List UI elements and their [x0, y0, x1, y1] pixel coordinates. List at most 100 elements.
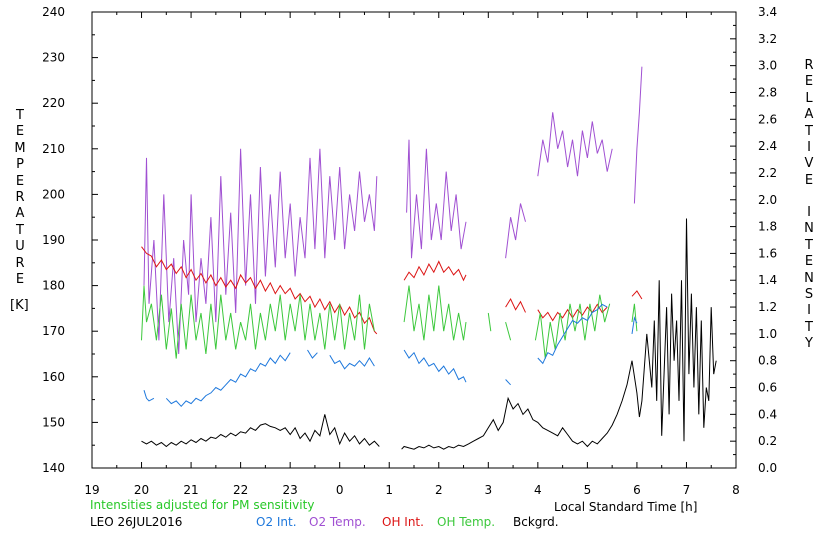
series-o2-int-segment-0 [143, 390, 155, 402]
left-tick-label-240: 240 [42, 5, 65, 19]
legend-oh-int: OH Int. [382, 515, 424, 529]
series-o2-temp-segment-0 [143, 148, 378, 355]
right-tick-label-1.2: 1.2 [758, 300, 777, 314]
legend-o2-int: O2 Int. [256, 515, 297, 529]
right-tick-label-2.4: 2.4 [758, 139, 777, 153]
note-text: Intensities adjusted for PM sensitivity [90, 498, 315, 512]
right-tick-label-3.4: 3.4 [758, 5, 777, 19]
right-tick-label-0.2: 0.2 [758, 434, 777, 448]
legend-o2-temp: O2 Temp. [309, 515, 366, 529]
series-bckgrd-segment-0 [141, 414, 380, 448]
left-tick-label-200: 200 [42, 187, 65, 201]
series-oh-int-segment-4 [631, 290, 643, 300]
series-o2-int-segment-1 [165, 352, 291, 408]
x-tick-label-0: 0 [336, 483, 344, 497]
right-tick-label-0.0: 0.0 [758, 461, 777, 475]
left-tick-label-160: 160 [42, 370, 65, 384]
x-tick-label-1: 1 [385, 483, 393, 497]
series-o2-int-segment-3 [329, 355, 375, 370]
x-tick-label-6: 6 [633, 483, 641, 497]
right-tick-label-2.8: 2.8 [758, 85, 777, 99]
x-tick-label-22: 22 [233, 483, 248, 497]
right-axis-label-word1-letter: I [807, 140, 811, 156]
series-o2-int-segment-2 [307, 349, 318, 359]
right-tick-label-2.2: 2.2 [758, 166, 777, 180]
legend-bckgrd: Bckgrd. [513, 515, 559, 529]
x-tick-label-7: 7 [683, 483, 691, 497]
right-tick-label-1.4: 1.4 [758, 273, 777, 287]
left-tick-label-170: 170 [42, 324, 65, 338]
left-axis-label-letter: R [15, 255, 25, 271]
x-tick-label-2: 2 [435, 483, 443, 497]
right-tick-label-1.0: 1.0 [758, 327, 777, 341]
series-oh-temp-segment-1 [403, 285, 467, 341]
series-o2-int-segment-6 [537, 303, 608, 365]
right-axis-label-word2-letter: T [805, 237, 813, 253]
left-tick-label-190: 190 [42, 233, 65, 247]
right-axis-label-word2-letter: N [804, 221, 814, 237]
right-tick-label-1.8: 1.8 [758, 220, 777, 234]
series-oh-int-segment-1 [403, 260, 467, 282]
left-axis-label-letter: T [16, 108, 24, 123]
left-axis-label-letter: M [14, 140, 26, 156]
series-o2-temp-segment-3 [537, 112, 613, 177]
left-tick-label-210: 210 [42, 142, 65, 156]
series-oh-int-segment-2 [505, 297, 526, 313]
left-axis-label-letter: P [16, 157, 24, 173]
right-tick-label-0.4: 0.4 [758, 407, 777, 421]
x-axis-ticks: 19 20 21 22 23 0 1 2 3 4 5 6 7 8 [84, 12, 740, 497]
left-tick-label-230: 230 [42, 51, 65, 65]
right-axis-label-word2-letter: Y [805, 336, 813, 352]
right-axis-ticks: 0.0 0.2 0.4 0.6 0.8 1.0 1.2 1.4 1.6 1.8 2.0 2.2 2.4 2… [730, 5, 777, 475]
right-axis-label-word1-letter: E [804, 74, 814, 90]
left-axis-label-letter: E [15, 272, 25, 288]
x-tick-label-20: 20 [134, 483, 149, 497]
right-axis-label-word2-letter: E [804, 254, 814, 270]
series-o2-int-segment-7 [631, 316, 638, 334]
right-axis-label-word2-letter: I [807, 303, 811, 319]
right-tick-label-3.2: 3.2 [758, 32, 777, 46]
left-axis-label-letter: E [15, 173, 25, 189]
left-axis-unit: [K] [10, 298, 29, 313]
x-tick-label-5: 5 [584, 483, 592, 497]
left-axis-ticks: 140 150 160 170 180 190 200 210 220 230 240 [42, 5, 98, 475]
series-oh-temp-segment-3 [505, 321, 512, 341]
left-axis-label-letter: A [15, 206, 25, 222]
left-tick-label-150: 150 [42, 415, 65, 429]
x-tick-label-8: 8 [732, 483, 740, 497]
series-oh-temp-segment-2 [487, 312, 492, 332]
x-tick-label-23: 23 [283, 483, 298, 497]
right-tick-label-2.0: 2.0 [758, 193, 777, 207]
left-axis-label-letter: R [15, 190, 25, 206]
series-o2-int-segment-5 [505, 379, 511, 386]
right-axis-label-word2-letter: S [804, 287, 814, 303]
right-axis-label-word2-letter: T [805, 319, 813, 335]
right-axis-label-word1-letter: L [805, 90, 813, 106]
x-tick-label-21: 21 [183, 483, 198, 497]
legend-oh-temp: OH Temp. [437, 515, 496, 529]
left-tick-label-220: 220 [42, 96, 65, 110]
site-date-label: LEO 26JUL2016 [90, 515, 183, 529]
right-axis-label-word1-letter: E [804, 172, 814, 188]
right-tick-label-0.6: 0.6 [758, 381, 777, 395]
series-layer [141, 66, 717, 450]
right-axis-label-word1-letter: A [804, 107, 814, 123]
series-oh-temp-segment-4 [534, 294, 611, 359]
series-o2-int-segment-4 [403, 349, 467, 383]
series-o2-temp-segment-2 [505, 203, 526, 259]
left-tick-label-180: 180 [42, 279, 65, 293]
left-axis-label-letter: T [16, 222, 24, 238]
x-tick-label-19: 19 [84, 483, 99, 497]
plot-frame [91, 11, 737, 469]
left-axis-label-letter: E [15, 124, 25, 140]
series-o2-temp-segment-4 [633, 66, 643, 204]
right-tick-label-3.0: 3.0 [758, 59, 777, 73]
right-axis-label-word1-letter: T [805, 123, 813, 139]
right-axis-label-word2-letter: I [807, 205, 811, 220]
left-tick-label-140: 140 [42, 461, 65, 475]
x-tick-label-4: 4 [534, 483, 542, 497]
